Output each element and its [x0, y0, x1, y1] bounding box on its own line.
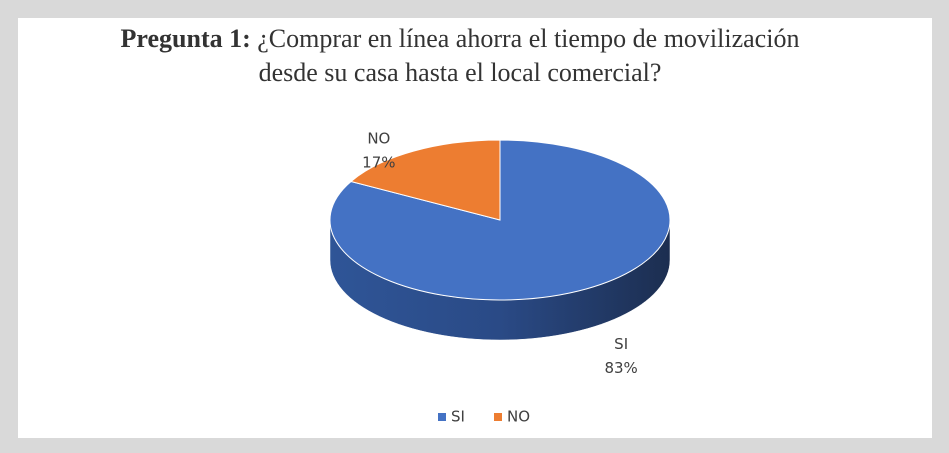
- data-label-category: SI: [614, 335, 628, 353]
- slice: [349, 139, 501, 221]
- slice: [329, 139, 671, 301]
- legend-label: SI: [451, 408, 465, 426]
- legend-swatch: [494, 413, 502, 421]
- legend-label: NO: [507, 408, 530, 426]
- data-label-value: 83%: [604, 359, 637, 377]
- legend-swatch: [438, 413, 446, 421]
- data-label-value: 17%: [362, 154, 395, 172]
- data-label-category: NO: [367, 130, 390, 148]
- title-text: ¿Comprar en línea ahorra el tiempo de mo…: [257, 24, 800, 87]
- title-prefix: Pregunta 1:: [120, 24, 251, 53]
- chart-title: Pregunta 1: ¿Comprar en línea ahorra el …: [120, 22, 800, 90]
